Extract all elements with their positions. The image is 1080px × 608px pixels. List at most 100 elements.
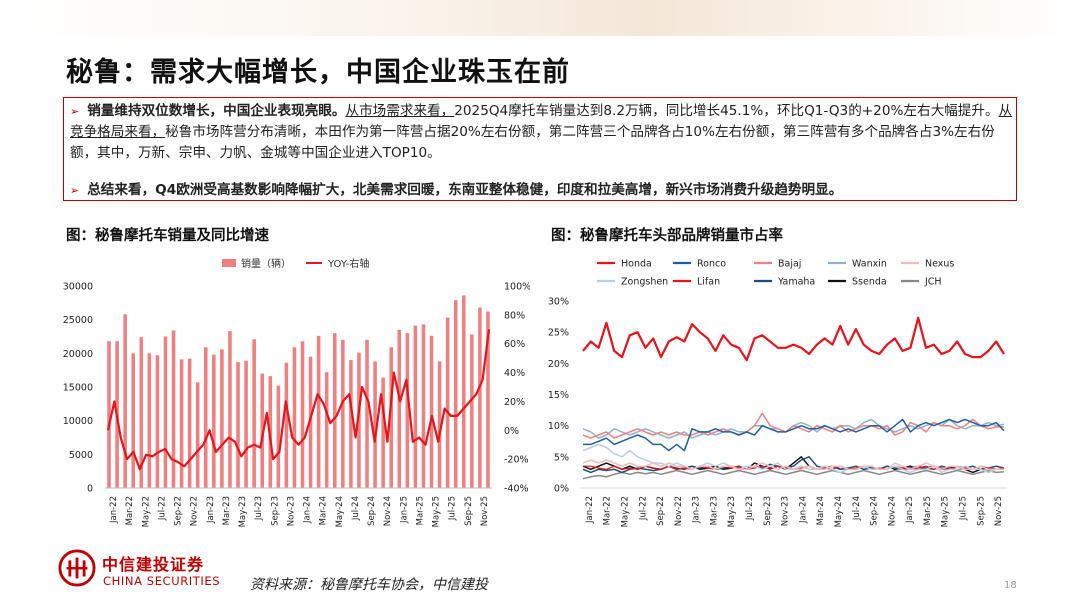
x-tick-label: Mar-25	[923, 496, 933, 525]
summary-box	[63, 97, 1017, 201]
x-tick-label: Mar-22	[603, 496, 613, 525]
china-securities-logo-icon	[58, 549, 96, 587]
legend-label-lifan: Lifan	[697, 277, 720, 288]
x-tick-label: Mar-23	[709, 496, 719, 525]
y-tick-label: 10000	[63, 416, 93, 427]
x-tick-label: Nov-25	[480, 496, 490, 526]
sales-bar	[284, 362, 289, 488]
legend-label-sales: 销量（辆）	[241, 257, 291, 270]
x-tick-label: Sep-24	[870, 496, 880, 526]
right-chart-title: 图：秘鲁摩托车头部品牌销量市占率	[551, 228, 783, 244]
sales-bar	[139, 337, 144, 488]
logo-text-en: CHINA SECURITIES	[103, 574, 221, 588]
x-tick-label: Mar-22	[125, 496, 135, 525]
y-tick-label: 25%	[548, 328, 569, 339]
x-tick-label: Jul-25	[448, 496, 458, 521]
x-tick-label: May-22	[620, 496, 630, 527]
sales-bar	[462, 295, 466, 488]
sales-bar	[260, 373, 264, 488]
x-tick-label: Jul-25	[959, 496, 969, 521]
x-tick-label: Nov-24	[887, 496, 897, 526]
bullet-arrow-icon: ➢	[70, 184, 80, 197]
y-tick-label: 20%	[548, 359, 569, 370]
y-tick-label: 10%	[548, 421, 569, 432]
x-tick-label: Mar-23	[222, 496, 232, 525]
x-tick-label: Sep-22	[174, 496, 184, 526]
sales-bar	[204, 347, 208, 488]
y-tick-label: 30%	[548, 297, 569, 308]
sales-bar	[373, 361, 377, 488]
sales-bar	[212, 354, 216, 488]
sales-bar	[324, 372, 329, 488]
series-line-yamaha	[582, 456, 1005, 474]
x-tick-label: Mar-24	[816, 496, 826, 525]
logo-text-cn: 中信建投证券	[102, 555, 205, 574]
left-chart-title: 图：秘鲁摩托车销量及同比增速	[66, 228, 269, 244]
page-number: 18	[1004, 580, 1017, 591]
x-tick-label: Jul-22	[638, 496, 648, 521]
x-tick-label: Jan-25	[399, 496, 409, 524]
brand-share-chart: Honda Ronco Bajaj Wanxin Nexus Zongshen Lifan Y…	[548, 259, 1007, 527]
bullet-1-underline-2: 从竞争格局来看，	[70, 103, 1013, 140]
summary-bullet-2: ➢ 总结来看，Q4欧洲受高基数影响降幅扩大，北美需求回暖，东南亚整体稳健，印度和拉…	[70, 180, 1020, 201]
sales-bar	[478, 307, 482, 488]
sales-bar	[357, 352, 361, 488]
sales-bar	[220, 349, 224, 488]
sales-bar	[381, 377, 385, 488]
sales-bar	[365, 339, 369, 488]
series-line-bajaj	[582, 412, 1004, 439]
y2-tick-label: 60%	[504, 339, 525, 350]
sales-bar	[413, 325, 418, 488]
x-tick-label: Nov-23	[286, 496, 296, 526]
legend-label-bajaj: Bajaj	[778, 259, 801, 270]
sales-bar	[470, 334, 474, 488]
x-tick-label: Jul-22	[157, 496, 167, 521]
sales-bar	[349, 360, 353, 488]
x-tick-label: Jul-24	[852, 496, 862, 521]
bullet-arrow-icon: ➢	[70, 105, 80, 118]
legend-label-yoy: YOY-右轴	[327, 257, 369, 270]
y-tick-label: 15%	[548, 390, 569, 401]
x-tick-label: Sep-23	[270, 496, 280, 526]
x-tick-label: Jan-23	[692, 496, 702, 524]
sales-bar	[131, 353, 135, 488]
y2-tick-label: 20%	[504, 397, 525, 408]
y2-tick-label: 80%	[504, 310, 525, 321]
sales-bar	[163, 336, 168, 488]
series-line-nexus	[582, 459, 1004, 471]
x-tick-label: Sep-24	[367, 496, 377, 526]
x-tick-label: May-22	[141, 496, 151, 527]
x-tick-label: May-25	[941, 496, 951, 527]
x-tick-label: Jan-25	[905, 496, 915, 524]
x-tick-label: Sep-23	[763, 496, 773, 526]
sales-bar	[389, 347, 393, 488]
y2-tick-label: -40%	[504, 484, 529, 495]
sales-bar	[276, 385, 281, 488]
x-tick-label: May-24	[335, 496, 345, 527]
sales-bar	[300, 341, 305, 488]
bullet-1-heading: 销量维持双位数增长，中国企业表现亮眼。	[87, 103, 346, 119]
sales-bar	[171, 330, 176, 488]
sales-bar	[236, 362, 240, 488]
x-tick-label: Nov-25	[994, 496, 1004, 526]
sales-bar	[155, 355, 160, 488]
sales-bar	[333, 333, 337, 488]
y-tick-label: 30000	[63, 282, 93, 293]
legend-label-zongshen: Zongshen	[621, 277, 668, 288]
summary-bullet-1: ➢ 销量维持双位数增长，中国企业表现亮眼。从市场需求来看，2025Q4摩托车销量达…	[70, 101, 1020, 164]
y-tick-label: 0%	[554, 484, 569, 495]
yoy-line	[106, 329, 491, 471]
page-title: 秘鲁：需求大幅增长，中国企业珠玉在前	[66, 57, 570, 88]
x-tick-label: Mar-24	[319, 496, 329, 525]
legend-label-wanxin: Wanxin	[852, 259, 887, 270]
legend-label-nexus: Nexus	[925, 259, 954, 270]
sales-bar	[244, 360, 248, 488]
x-tick-label: Jul-23	[745, 496, 755, 521]
x-tick-label: Jan-24	[303, 496, 313, 524]
sales-bar	[316, 335, 321, 488]
x-tick-label: May-24	[834, 496, 844, 527]
sales-bar	[107, 341, 111, 488]
x-tick-label: Jan-24	[798, 496, 808, 524]
series-line-honda	[582, 316, 1005, 362]
legend-label-ronco: Ronco	[697, 259, 726, 270]
